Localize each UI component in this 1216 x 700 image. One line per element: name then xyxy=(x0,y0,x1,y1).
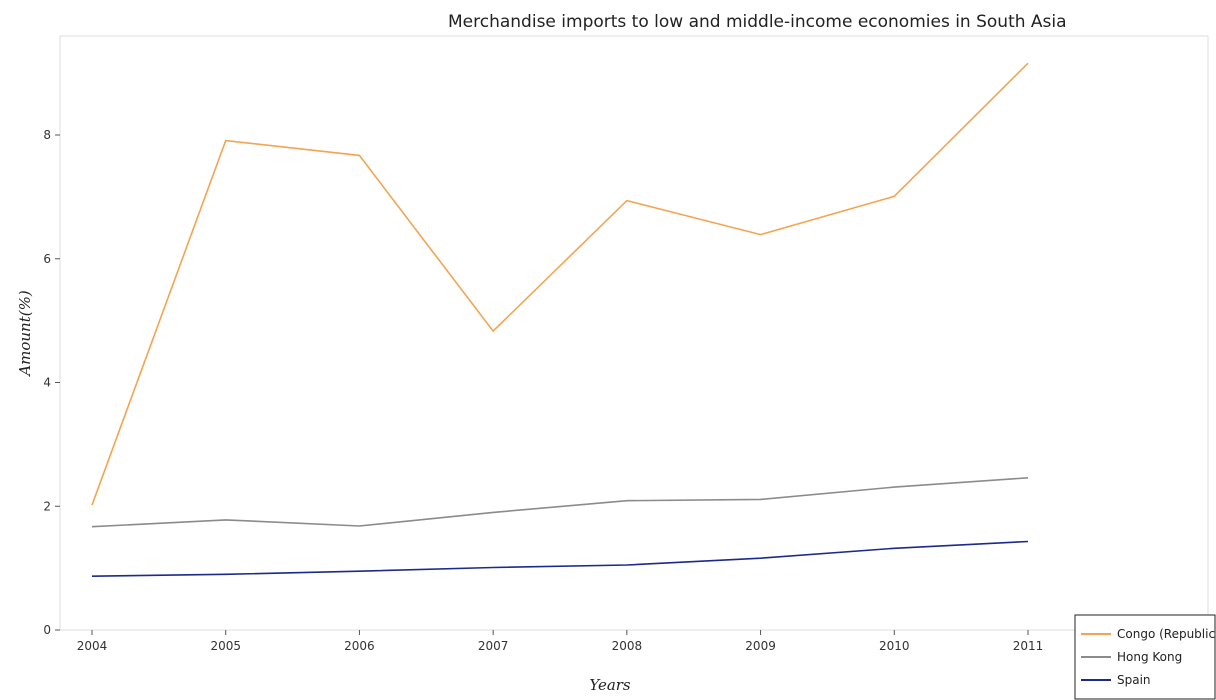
series-line-hong-kong xyxy=(91,477,1029,528)
legend-label: Hong Kong xyxy=(1117,650,1182,664)
x-tick-label: 2006 xyxy=(344,639,375,653)
legend: Congo (Republic) Hong Kong Spain xyxy=(1074,614,1216,700)
y-tick-label: 8 xyxy=(43,128,51,142)
y-axis: 0 2 4 6 8 xyxy=(43,128,60,637)
x-tick-label: 2007 xyxy=(478,639,509,653)
legend-label: Spain xyxy=(1117,673,1151,687)
x-tick-label: 2008 xyxy=(612,639,643,653)
y-tick-label: 2 xyxy=(43,499,51,513)
x-tick-label: 2010 xyxy=(879,639,910,653)
series-line-spain xyxy=(91,540,1029,577)
series-line-congo-republic xyxy=(91,62,1029,506)
x-axis: 2004 2005 2006 2007 2008 2009 2010 2011 xyxy=(77,630,1044,653)
chart-title: Merchandise imports to low and middle-in… xyxy=(448,12,1067,32)
series-lines xyxy=(91,62,1029,577)
x-axis-title: Years xyxy=(589,676,631,694)
y-axis-title: Amount(%) xyxy=(16,290,34,378)
y-tick-label: 4 xyxy=(43,376,51,390)
y-tick-label: 0 xyxy=(43,623,51,637)
legend-label: Congo (Republic) xyxy=(1117,627,1216,641)
x-tick-label: 2005 xyxy=(210,639,241,653)
x-tick-label: 2009 xyxy=(745,639,776,653)
x-tick-label: 2004 xyxy=(77,639,108,653)
x-tick-label: 2011 xyxy=(1013,639,1044,653)
y-tick-label: 6 xyxy=(43,252,51,266)
plot-area xyxy=(59,35,1209,631)
